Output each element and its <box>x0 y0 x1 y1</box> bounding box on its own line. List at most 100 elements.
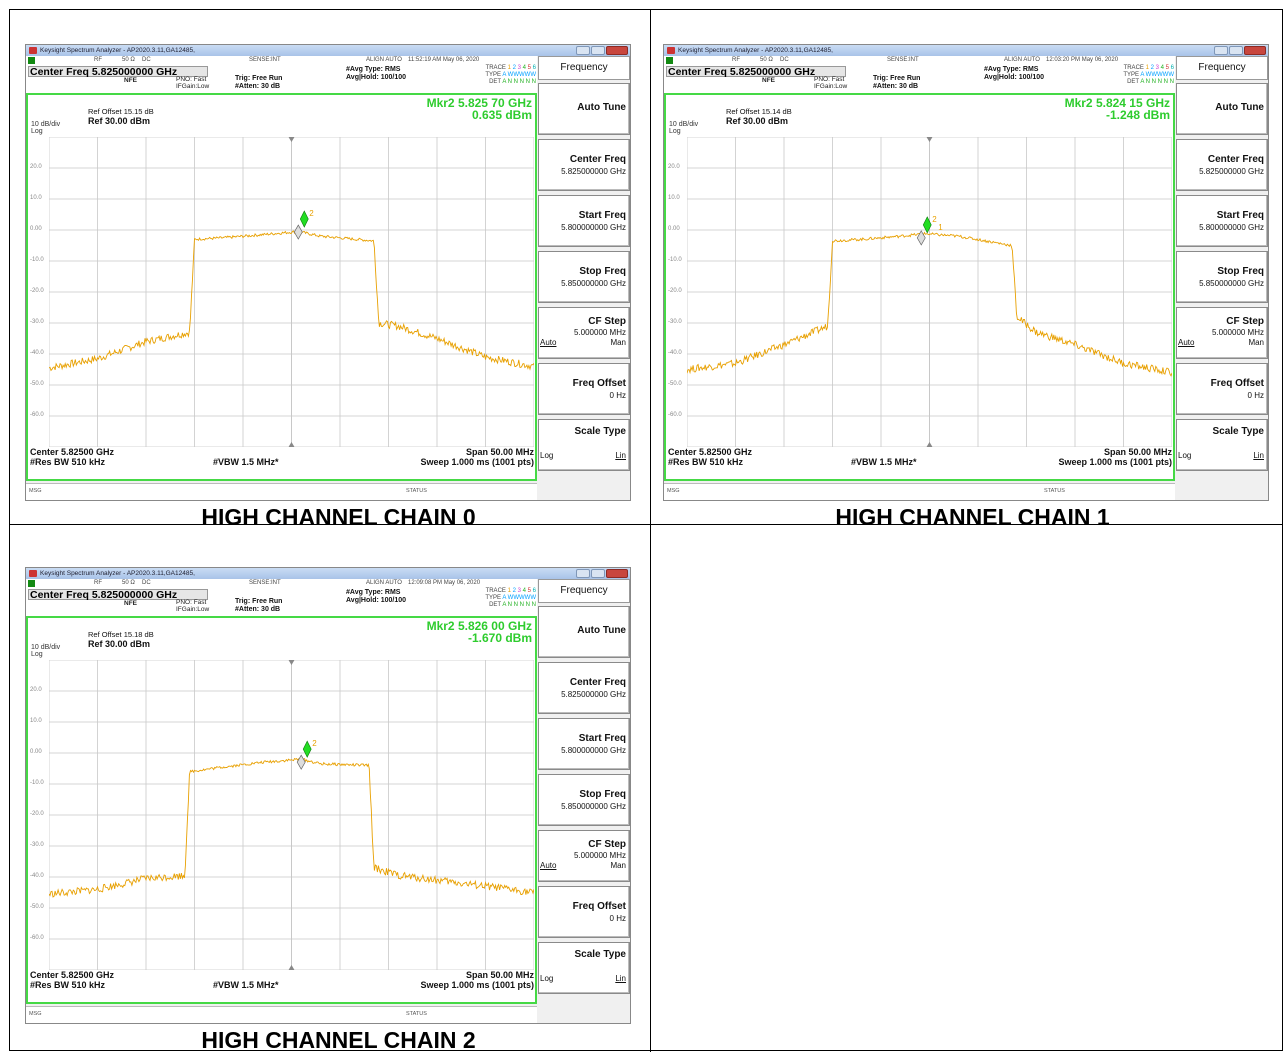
scale-type-key-label: Scale Type <box>1212 426 1264 437</box>
auto-tune-button[interactable]: Auto Tune <box>1176 83 1268 135</box>
freq-offset-button[interactable]: Freq Offset 0 Hz <box>538 363 630 415</box>
minimize-icon[interactable] <box>1214 46 1228 55</box>
marker-number-label: 2 <box>312 739 317 748</box>
center-freq-readout[interactable]: Center Freq 5.825000000 GHz <box>28 589 208 600</box>
spectrum-trace <box>49 230 534 372</box>
det-label: DET <box>489 602 501 608</box>
ref-offset: Ref Offset 15.18 dB <box>88 630 154 639</box>
restore-icon[interactable] <box>591 46 605 55</box>
scale-lin[interactable]: Lin <box>1253 451 1264 460</box>
marker-freq: Mkr2 5.824 15 GHz <box>1064 96 1170 110</box>
center-freq-button[interactable]: Center Freq 5.825000000 GHz <box>1176 139 1268 191</box>
settings-panel: RF 50 Ω DC SENSE:INT ALIGN AUTO 12:09:08… <box>26 579 537 616</box>
scale-log[interactable]: Log <box>540 974 554 983</box>
center-freq-label: Center Freq <box>569 677 626 688</box>
marker-readout: Mkr2 5.825 70 GHz 0.635 dBm <box>427 97 532 121</box>
stop-freq-button[interactable]: Stop Freq 5.850000000 GHz <box>538 774 630 826</box>
window-controls <box>576 46 628 55</box>
status-label: STATUS <box>1044 488 1065 494</box>
marker-diamond <box>916 230 926 246</box>
spectrum-svg: 21 <box>687 137 1172 447</box>
cf-step-auto[interactable]: Auto <box>540 861 557 870</box>
start-freq-button[interactable]: Start Freq 5.800000000 GHz <box>538 195 630 247</box>
cf-step-button[interactable]: CF Step 5.000000 MHz Auto Man <box>538 307 630 359</box>
cf-step-button[interactable]: CF Step 5.000000 MHz Auto Man <box>1176 307 1268 359</box>
cf-step-man[interactable]: Man <box>1248 338 1264 347</box>
msg-label: MSG <box>29 1011 42 1017</box>
marker-diamond-active[interactable] <box>299 210 309 228</box>
vbw-label: #VBW 1.5 MHz* <box>213 457 279 467</box>
avg-hold-label: Avg|Hold: 100/100 <box>984 74 1045 81</box>
impedance-label: 50 Ω <box>760 57 773 63</box>
trigger-label: Trig: Free Run <box>873 75 921 82</box>
scale-type-button[interactable]: Scale Type Log Lin <box>538 942 630 994</box>
spectrum-plot[interactable]: 2 <box>49 660 534 970</box>
freq-offset-button[interactable]: Freq Offset 0 Hz <box>1176 363 1268 415</box>
center-freq-button[interactable]: Center Freq 5.825000000 GHz <box>538 662 630 714</box>
analyzer-screen[interactable]: Mkr2 5.826 00 GHz -1.670 dBm Ref Offset … <box>26 616 537 1004</box>
spectrum-plot[interactable]: 2 <box>49 137 534 447</box>
start-freq-button[interactable]: Start Freq 5.800000000 GHz <box>1176 195 1268 247</box>
cf-step-auto[interactable]: Auto <box>540 338 557 347</box>
close-icon[interactable] <box>606 46 628 55</box>
stop-freq-label: Stop Freq <box>1217 266 1264 277</box>
freq-offset-label: Freq Offset <box>1210 378 1264 389</box>
minimize-icon[interactable] <box>576 46 590 55</box>
cf-step-label: CF Step <box>1226 316 1264 327</box>
center-freq-button[interactable]: Center Freq 5.825000000 GHz <box>538 139 630 191</box>
stop-freq-label: Stop Freq <box>579 789 626 800</box>
cf-step-button[interactable]: CF Step 5.000000 MHz Auto Man <box>538 830 630 882</box>
impedance-label: 50 Ω <box>122 580 135 586</box>
analyzer-screen[interactable]: Mkr2 5.824 15 GHz -1.248 dBm Ref Offset … <box>664 93 1175 481</box>
app-icon <box>29 570 37 577</box>
res-bw-label: #Res BW 510 kHz <box>30 457 106 467</box>
y-tick-label: 0.00 <box>30 226 42 232</box>
cf-step-value: 5.000000 MHz <box>573 328 626 337</box>
trace-5: 5 <box>527 588 531 594</box>
scale-type-button[interactable]: Scale Type Log Lin <box>538 419 630 471</box>
minimize-icon[interactable] <box>576 569 590 578</box>
analyzer-screen[interactable]: Mkr2 5.825 70 GHz 0.635 dBm Ref Offset 1… <box>26 93 537 481</box>
y-tick-label: -50.0 <box>668 381 682 387</box>
trace-5: 5 <box>1165 65 1169 71</box>
align-label: ALIGN AUTO <box>1004 57 1040 63</box>
scale-type-button[interactable]: Scale Type Log Lin <box>1176 419 1268 471</box>
stop-freq-button[interactable]: Stop Freq 5.850000000 GHz <box>538 251 630 303</box>
trace-legend: TRACE 1 2 3 4 5 6 TYPE A WWWWW DET A N N… <box>1094 65 1174 86</box>
cf-step-man[interactable]: Man <box>610 338 626 347</box>
auto-tune-button[interactable]: Auto Tune <box>538 83 630 135</box>
cf-step-auto[interactable]: Auto <box>1178 338 1195 347</box>
y-tick-label: -60.0 <box>30 935 44 941</box>
scale-log[interactable]: Log <box>540 451 554 460</box>
freq-offset-button[interactable]: Freq Offset 0 Hz <box>538 886 630 938</box>
cf-step-man[interactable]: Man <box>610 861 626 870</box>
restore-icon[interactable] <box>1229 46 1243 55</box>
trace-type: A WWWWW <box>502 72 536 78</box>
start-freq-button[interactable]: Start Freq 5.800000000 GHz <box>538 718 630 770</box>
scale-lin[interactable]: Lin <box>615 974 626 983</box>
y-tick-label: 20.0 <box>30 687 42 693</box>
trace-det: A N N N N N <box>502 602 536 608</box>
impedance-label: 50 Ω <box>122 57 135 63</box>
cell-chain-2 <box>10 525 651 1052</box>
marker-diamond-active[interactable] <box>922 216 932 234</box>
stop-freq-button[interactable]: Stop Freq 5.850000000 GHz <box>1176 251 1268 303</box>
center-freq-readout[interactable]: Center Freq 5.825000000 GHz <box>666 66 846 77</box>
center-label: Center 5.82500 GHz <box>30 447 115 457</box>
scale-log[interactable]: Log <box>1178 451 1192 460</box>
y-tick-label: -10.0 <box>30 257 44 263</box>
scale-lin[interactable]: Lin <box>615 451 626 460</box>
scale-type-label: Log <box>669 128 681 135</box>
marker-diamond-active[interactable] <box>302 740 312 758</box>
y-tick-label: -20.0 <box>668 288 682 294</box>
auto-tune-button[interactable]: Auto Tune <box>538 606 630 658</box>
panel-caption: HIGH CHANNEL CHAIN 0 <box>201 504 476 530</box>
close-icon[interactable] <box>1244 46 1266 55</box>
softkey-menu: Frequency Auto Tune Center Freq 5.825000… <box>538 56 630 492</box>
trace-label: TRACE <box>485 588 506 594</box>
close-icon[interactable] <box>606 569 628 578</box>
center-freq-readout[interactable]: Center Freq 5.825000000 GHz <box>28 66 208 77</box>
restore-icon[interactable] <box>591 569 605 578</box>
dc-label: DC <box>142 57 151 63</box>
